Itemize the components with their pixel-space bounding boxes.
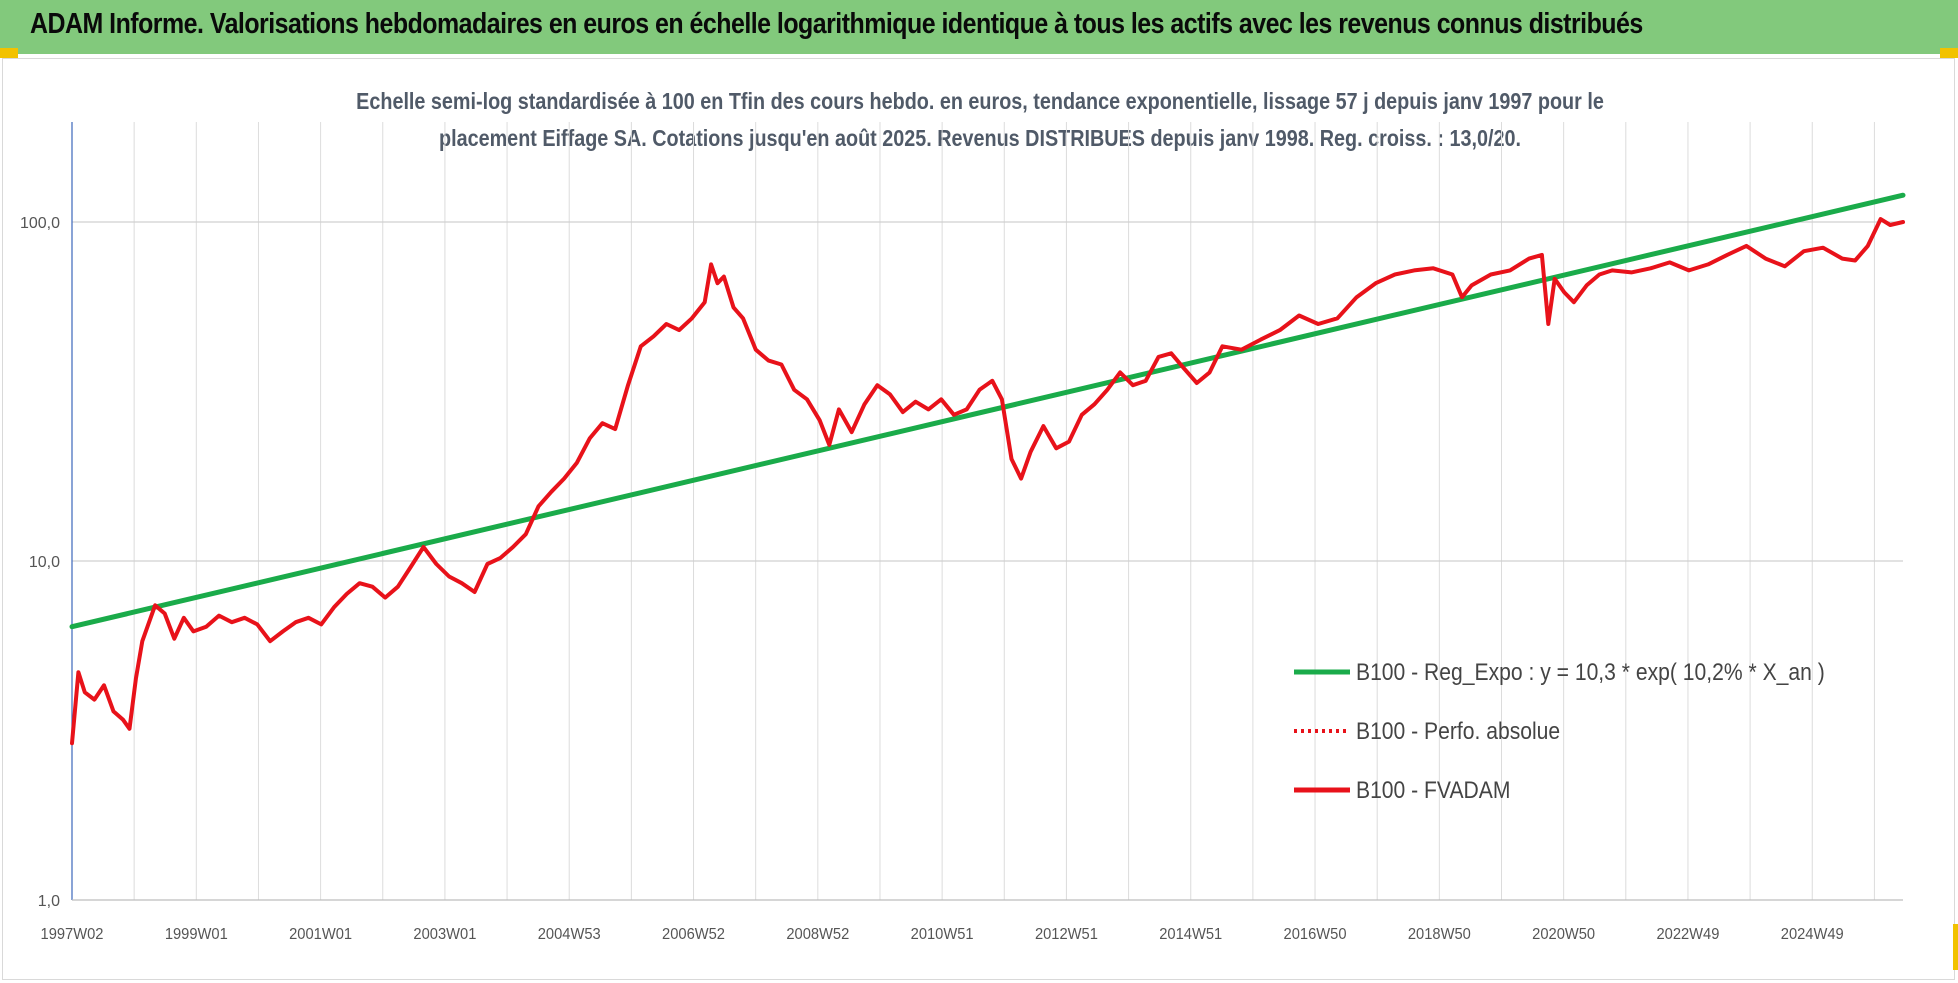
corner-marker-right bbox=[1940, 48, 1958, 58]
chart-title-line-1: Echelle semi-log standardisée à 100 en T… bbox=[356, 88, 1604, 114]
series-line bbox=[70, 217, 1905, 746]
x-tick-label: 2014W51 bbox=[1159, 925, 1222, 943]
y-tick-label: 10,0 bbox=[29, 554, 60, 571]
y-tick-label: 100,0 bbox=[20, 215, 60, 232]
x-tick-label: 2004W53 bbox=[538, 925, 601, 943]
x-tick-label: 2006W52 bbox=[662, 925, 725, 943]
x-tick-label: 2010W51 bbox=[911, 925, 974, 943]
x-tick-label: 2008W52 bbox=[786, 925, 849, 943]
x-tick-label: 2018W50 bbox=[1408, 925, 1471, 943]
x-tick-label: 2003W01 bbox=[413, 925, 476, 943]
x-tick-label: 1997W02 bbox=[41, 925, 104, 943]
x-tick-label: 2001W01 bbox=[289, 925, 352, 943]
legend-label: B100 - Reg_Expo : y = 10,3 * exp( 10,2% … bbox=[1356, 659, 1825, 686]
legend-label: B100 - Perfo. absolue bbox=[1356, 718, 1560, 745]
title-banner: ADAM Informe. Valorisations hebdomadaire… bbox=[0, 0, 1958, 54]
chart-frame bbox=[2, 58, 1955, 980]
side-marker bbox=[1953, 924, 1958, 970]
series-line bbox=[69, 192, 1906, 630]
y-tick-label: 1,0 bbox=[38, 893, 60, 910]
x-tick-label: 2020W50 bbox=[1532, 925, 1595, 943]
x-tick-label: 1999W01 bbox=[165, 925, 228, 943]
corner-marker-left bbox=[0, 48, 18, 58]
x-tick-label: 2012W51 bbox=[1035, 925, 1098, 943]
banner-title: ADAM Informe. Valorisations hebdomadaire… bbox=[30, 8, 1643, 40]
legend-label: B100 - FVADAM bbox=[1356, 777, 1510, 804]
x-tick-label: 2016W50 bbox=[1284, 925, 1347, 943]
x-tick-label: 2022W49 bbox=[1656, 925, 1719, 943]
chart-title-line-2: placement Eiffage SA. Cotations jusqu'en… bbox=[439, 125, 1521, 151]
x-tick-label: 2024W49 bbox=[1781, 925, 1844, 943]
